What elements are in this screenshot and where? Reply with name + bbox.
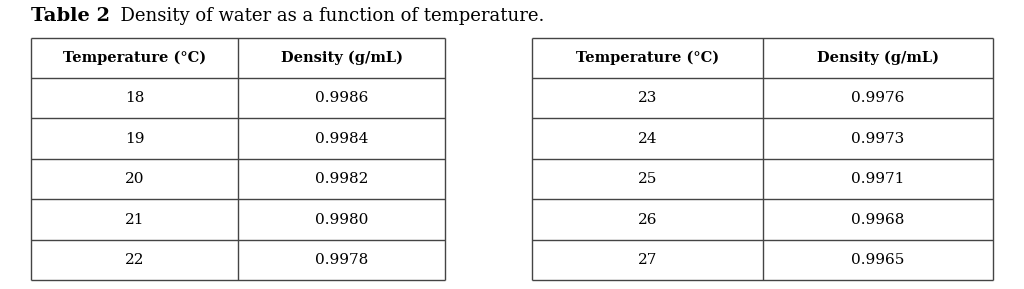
Text: 0.9973: 0.9973 bbox=[851, 132, 905, 146]
Text: Temperature (°C): Temperature (°C) bbox=[577, 51, 719, 65]
Text: 0.9978: 0.9978 bbox=[315, 253, 369, 267]
Text: 21: 21 bbox=[125, 213, 144, 227]
Text: 25: 25 bbox=[638, 172, 657, 186]
Text: 19: 19 bbox=[125, 132, 144, 146]
Text: 18: 18 bbox=[125, 91, 144, 105]
Text: 0.9984: 0.9984 bbox=[315, 132, 369, 146]
Text: 0.9968: 0.9968 bbox=[851, 213, 905, 227]
Text: 0.9965: 0.9965 bbox=[851, 253, 905, 267]
Bar bbox=[31, 38, 445, 280]
Text: 0.9971: 0.9971 bbox=[851, 172, 905, 186]
Text: Table 2: Table 2 bbox=[31, 7, 110, 25]
Text: Density (g/mL): Density (g/mL) bbox=[817, 51, 939, 65]
Text: 0.9986: 0.9986 bbox=[315, 91, 369, 105]
Bar bbox=[532, 38, 993, 280]
Text: 23: 23 bbox=[638, 91, 657, 105]
Text: 27: 27 bbox=[638, 253, 657, 267]
Text: 0.9980: 0.9980 bbox=[315, 213, 369, 227]
Text: Density (g/mL): Density (g/mL) bbox=[281, 51, 402, 65]
Text: 26: 26 bbox=[638, 213, 657, 227]
Text: 20: 20 bbox=[125, 172, 144, 186]
Text: 24: 24 bbox=[638, 132, 657, 146]
Text: 22: 22 bbox=[125, 253, 144, 267]
Text: 0.9976: 0.9976 bbox=[851, 91, 905, 105]
Text: Density of water as a function of temperature.: Density of water as a function of temper… bbox=[109, 7, 544, 25]
Text: Temperature (°C): Temperature (°C) bbox=[62, 51, 206, 65]
Text: 0.9982: 0.9982 bbox=[315, 172, 369, 186]
